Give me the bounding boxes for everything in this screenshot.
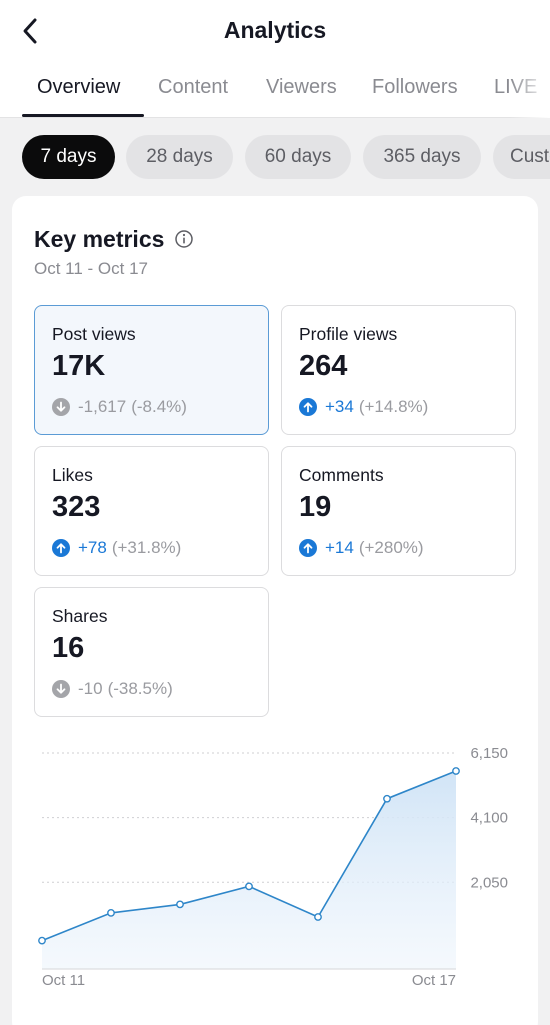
metric-label: Post views [52,324,136,344]
data-point[interactable] [452,767,460,775]
tab-viewers[interactable]: Viewers [266,76,337,98]
post-views-trend-chart: Oct 11 Oct 17 2,050 4,100 6,150 [38,745,508,989]
metric-label: Profile views [299,324,398,344]
metric-label: Likes [52,465,93,485]
metric-percent: (-8.4%) [131,397,187,416]
metric-delta: +34 [325,397,354,416]
metric-label: Comments [299,465,384,485]
arrow-up-circle-icon [299,539,317,557]
metric-value: 264 [299,350,348,382]
metric-percent: (+31.8%) [111,538,182,557]
tab-followers[interactable]: Followers [372,76,458,98]
metric-change: -10 (-38.5%) [52,679,173,699]
arrow-down-circle-icon [52,680,70,698]
y-tick-label: 4,100 [470,810,508,827]
back-button[interactable] [14,14,48,48]
metric-percent: (-38.5%) [107,679,173,698]
metric-value: 19 [299,491,332,523]
metric-delta: -10 [78,679,103,698]
tab-bar: Overview Content Viewers Followers LIVE [0,66,550,118]
metric-delta: +78 [78,538,107,557]
metric-label: Shares [52,606,108,626]
metric-card-comments[interactable]: Comments 19 +14 (+280%) [281,446,516,576]
metric-change: +78 (+31.8%) [52,538,181,558]
arrow-down-circle-icon [52,398,70,416]
range-chip-60-days[interactable]: 60 days [245,135,351,179]
metric-card-post-views[interactable]: Post views 17K -1,617 (-8.4%) [34,305,269,435]
range-chip-28-days[interactable]: 28 days [126,135,233,179]
info-icon[interactable] [174,229,194,249]
date-range-chips: 7 days 28 days 60 days 365 days Custom [0,135,550,180]
top-bar: Analytics Overview Content Viewers Follo… [0,0,550,118]
metric-change: +14 (+280%) [299,538,424,558]
key-metrics-card: Key metrics Oct 11 - Oct 17 Post views 1… [12,196,538,1025]
active-tab-indicator [22,114,144,117]
tab-content[interactable]: Content [158,76,229,98]
x-tick-label-end: Oct 17 [412,972,456,989]
arrow-up-circle-icon [299,398,317,416]
metric-card-likes[interactable]: Likes 323 +78 (+31.8%) [34,446,269,576]
range-chip-7-days[interactable]: 7 days [22,135,115,179]
data-point[interactable] [314,913,322,921]
data-point[interactable] [176,900,184,909]
y-tick-label: 6,150 [470,745,508,762]
date-range-label: Oct 11 - Oct 17 [34,259,149,278]
range-chip-custom[interactable]: Custom [493,135,550,179]
data-point[interactable] [38,936,46,945]
metric-percent: (+280%) [358,538,424,557]
data-point[interactable] [383,794,391,803]
metric-delta: -1,617 [78,397,127,416]
page-title: Analytics [223,17,327,43]
data-point[interactable] [245,882,253,891]
metric-card-profile-views[interactable]: Profile views 264 +34 (+14.8%) [281,305,516,435]
metric-delta: +14 [325,538,354,557]
key-metrics-title: Key metrics [34,226,165,252]
metric-value: 16 [52,632,85,664]
trend-area [42,771,456,969]
metric-percent: (+14.8%) [358,397,429,416]
metric-change: +34 (+14.8%) [299,397,428,417]
metric-change: -1,617 (-8.4%) [52,397,187,417]
metric-value: 17K [52,350,106,382]
metric-card-shares[interactable]: Shares 16 -10 (-38.5%) [34,587,269,717]
metric-value: 323 [52,491,101,523]
range-chip-365-days[interactable]: 365 days [363,135,481,179]
arrow-up-circle-icon [52,539,70,557]
tab-overview[interactable]: Overview [37,76,121,98]
tab-fade [510,66,550,118]
data-point[interactable] [107,908,115,917]
y-tick-label: 2,050 [470,874,508,891]
x-tick-label-start: Oct 11 [42,972,85,989]
chevron-left-icon [23,18,37,44]
